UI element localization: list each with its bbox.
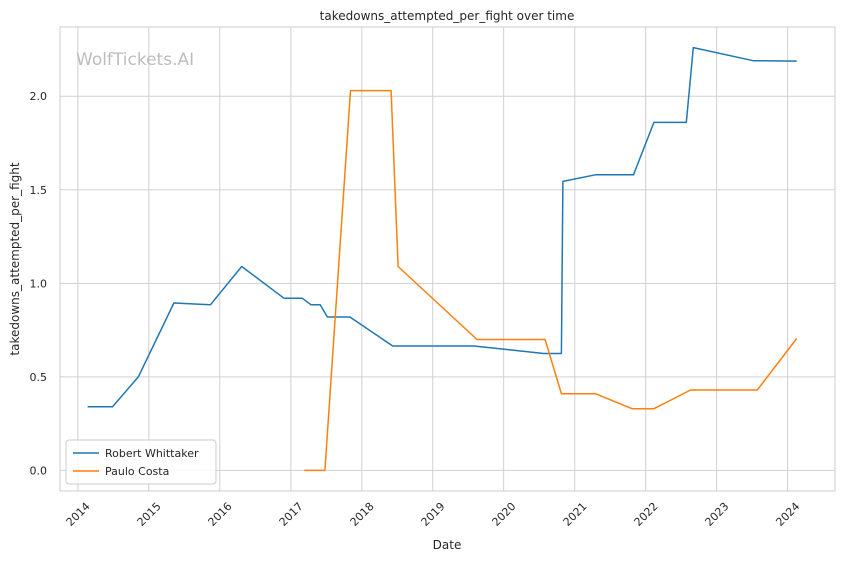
plot-area-frame [59, 26, 836, 492]
y-tick-label: 0.0 [30, 464, 48, 477]
y-tick-labels: 0.0 0.5 1.0 1.5 2.0 [30, 90, 48, 477]
x-axis-label: Date [433, 538, 462, 552]
chart-title: takedowns_attempted_per_fight over time [320, 9, 575, 23]
grid [60, 27, 835, 491]
x-tick-labels: 2014 2015 2016 2017 2018 2019 2020 2021 2022 2023… [64, 500, 803, 529]
series-line-robert-whittaker [87, 46, 797, 408]
watermark-text: WolfTickets.AI [76, 50, 194, 70]
y-tick-label: 0.5 [30, 371, 48, 384]
legend-box [65, 439, 217, 485]
y-tick-label: 1.5 [30, 184, 48, 197]
legend-label-paulo-costa: Paulo Costa [105, 465, 169, 478]
legend: Robert Whittaker Paulo Costa [65, 439, 217, 485]
y-tick-label: 1.0 [30, 277, 48, 290]
legend-label-robert-whittaker: Robert Whittaker [105, 447, 199, 460]
series-line-paulo-costa [304, 89, 798, 472]
y-tick-label: 2.0 [30, 90, 48, 103]
series-lines [87, 46, 798, 472]
y-axis-label: takedowns_attempted_per_fight [8, 162, 22, 355]
